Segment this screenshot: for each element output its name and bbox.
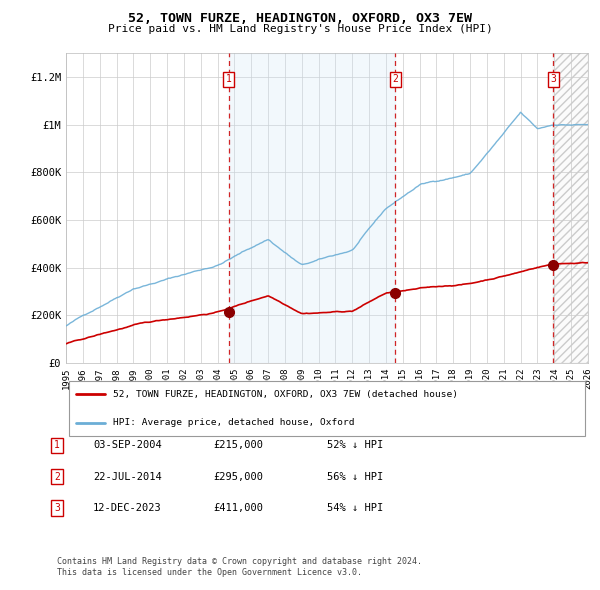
- Text: 2: 2: [54, 472, 60, 481]
- Text: 22-JUL-2014: 22-JUL-2014: [93, 472, 162, 481]
- Text: £411,000: £411,000: [213, 503, 263, 513]
- Text: 12-DEC-2023: 12-DEC-2023: [93, 503, 162, 513]
- Text: Contains HM Land Registry data © Crown copyright and database right 2024.: Contains HM Land Registry data © Crown c…: [57, 558, 422, 566]
- Text: 1: 1: [226, 74, 232, 84]
- Text: 3: 3: [551, 74, 556, 84]
- Bar: [229, 53, 395, 363]
- Bar: [553, 53, 588, 363]
- Text: 1: 1: [54, 441, 60, 450]
- Text: 54% ↓ HPI: 54% ↓ HPI: [327, 503, 383, 513]
- Text: Price paid vs. HM Land Registry's House Price Index (HPI): Price paid vs. HM Land Registry's House …: [107, 24, 493, 34]
- Text: £295,000: £295,000: [213, 472, 263, 481]
- Text: 2: 2: [392, 74, 398, 84]
- Text: 3: 3: [54, 503, 60, 513]
- Text: 56% ↓ HPI: 56% ↓ HPI: [327, 472, 383, 481]
- Bar: [553, 53, 588, 363]
- Text: 52, TOWN FURZE, HEADINGTON, OXFORD, OX3 7EW: 52, TOWN FURZE, HEADINGTON, OXFORD, OX3 …: [128, 12, 472, 25]
- Text: This data is licensed under the Open Government Licence v3.0.: This data is licensed under the Open Gov…: [57, 568, 362, 577]
- Text: 52, TOWN FURZE, HEADINGTON, OXFORD, OX3 7EW (detached house): 52, TOWN FURZE, HEADINGTON, OXFORD, OX3 …: [113, 390, 458, 399]
- Text: 03-SEP-2004: 03-SEP-2004: [93, 441, 162, 450]
- Text: 52% ↓ HPI: 52% ↓ HPI: [327, 441, 383, 450]
- Text: HPI: Average price, detached house, Oxford: HPI: Average price, detached house, Oxfo…: [113, 418, 355, 427]
- Text: £215,000: £215,000: [213, 441, 263, 450]
